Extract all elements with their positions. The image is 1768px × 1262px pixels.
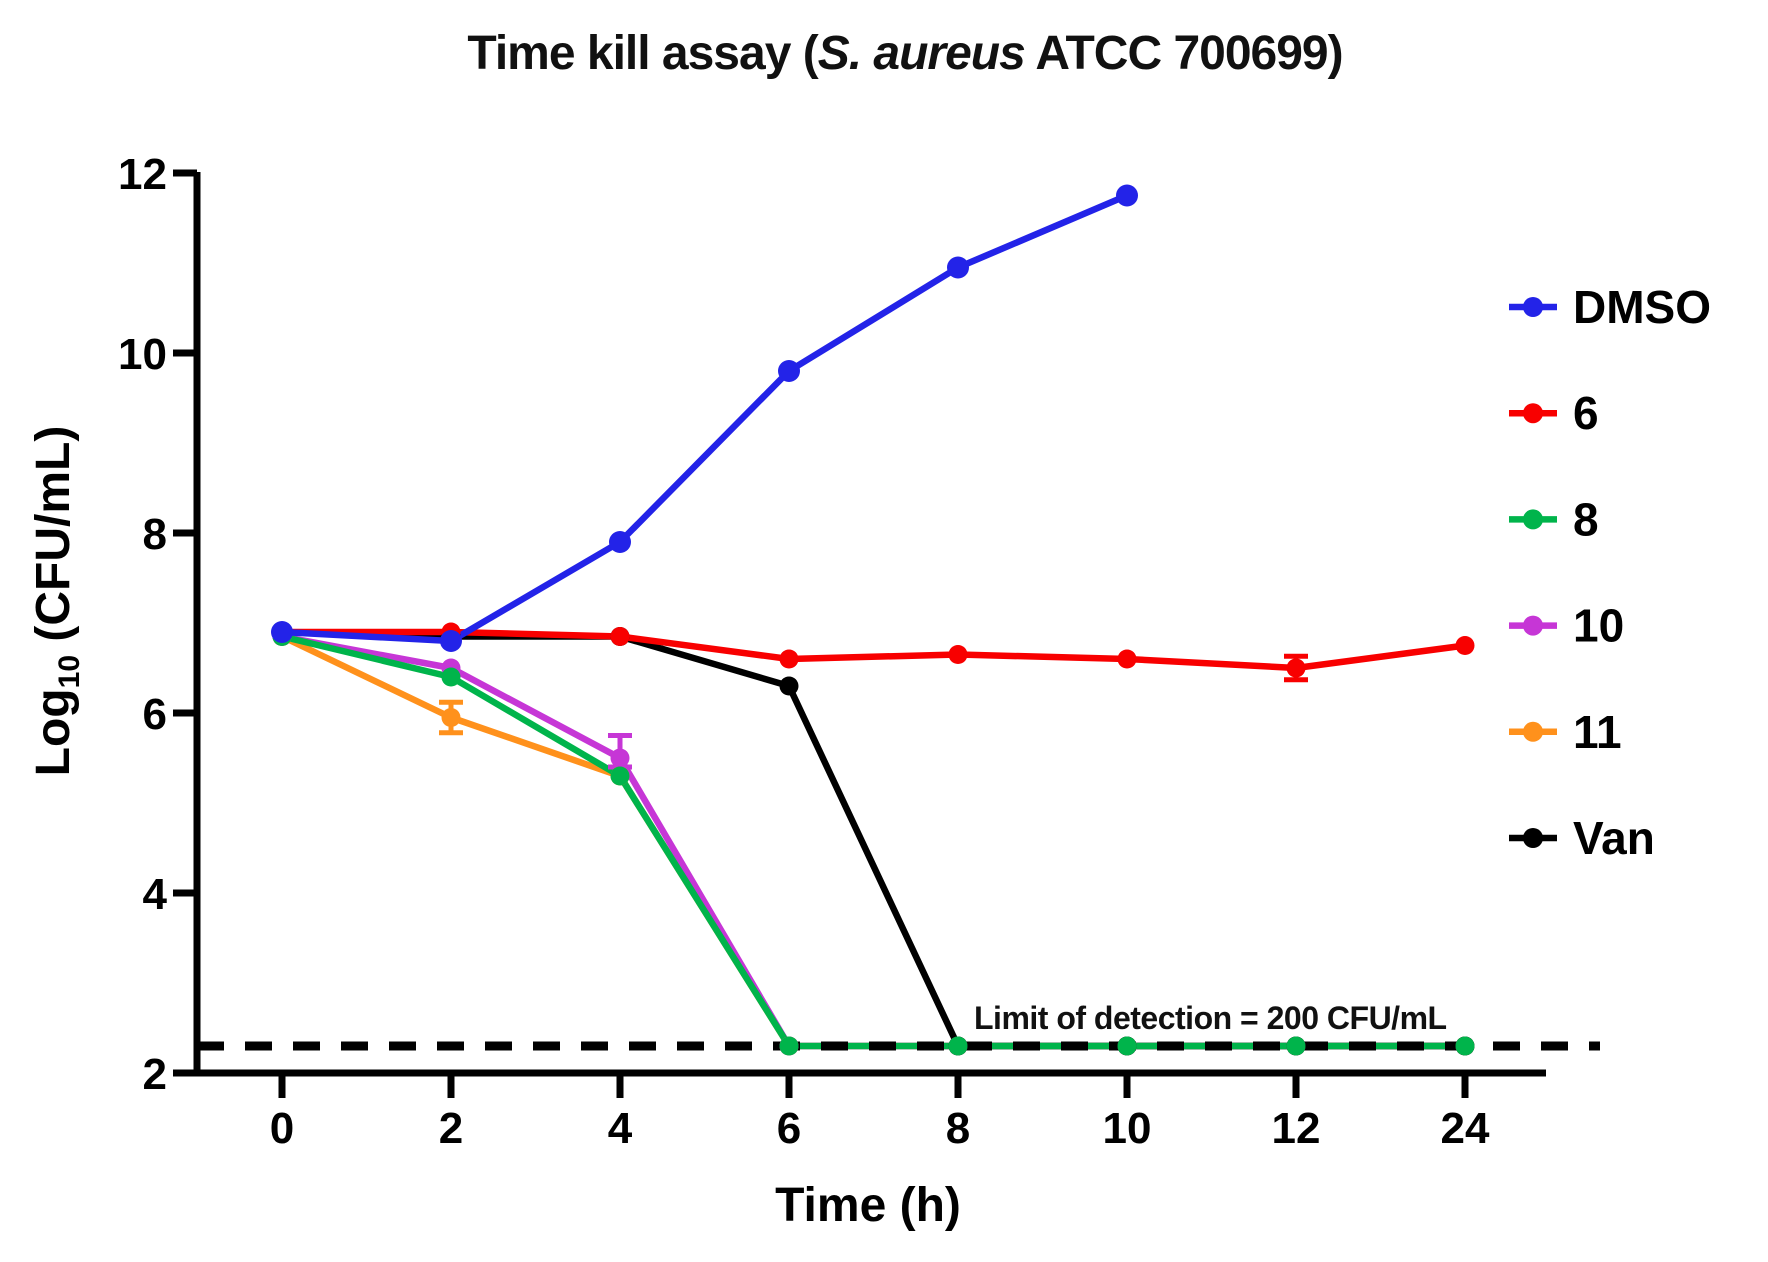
y-tick-label: 12 bbox=[118, 150, 167, 199]
x-tick-label: 2 bbox=[439, 1104, 463, 1153]
series-line-Van bbox=[281, 628, 1465, 1050]
x-tick-label: 0 bbox=[270, 1104, 294, 1153]
x-tick-label: 8 bbox=[946, 1104, 970, 1153]
axis-title-x: Time (h) bbox=[775, 1179, 961, 1232]
legend-label-10: 10 bbox=[1573, 600, 1624, 652]
axis-title-y: Log10 (CFU/mL) bbox=[26, 301, 88, 901]
data-point-DMSO-0 bbox=[271, 621, 293, 643]
data-point-8-8 bbox=[948, 1036, 968, 1056]
axis-title-y-rest: (CFU/mL) bbox=[27, 425, 80, 655]
data-point-11-2 bbox=[441, 708, 461, 727]
chart-title-species: S. aureus bbox=[817, 27, 1026, 80]
data-point-8-12 bbox=[1286, 1036, 1306, 1056]
axis-title-y-base: Log bbox=[27, 688, 80, 777]
data-point-8-6 bbox=[779, 1036, 799, 1056]
data-point-DMSO-2 bbox=[440, 630, 462, 652]
y-tick-label: 2 bbox=[143, 1050, 167, 1099]
y-tick-label: 6 bbox=[143, 690, 167, 739]
data-point-Van-6 bbox=[779, 676, 799, 696]
series-line-DMSO bbox=[281, 192, 1129, 645]
data-point-DMSO-4 bbox=[609, 531, 631, 553]
series-line-6 bbox=[282, 628, 1466, 672]
lod-annotation: Limit of detection = 200 CFU/mL bbox=[974, 1000, 1447, 1036]
series-line-10 bbox=[281, 633, 1465, 1050]
data-point-DMSO-10 bbox=[1116, 184, 1138, 207]
x-tick-label: 10 bbox=[1103, 1104, 1152, 1153]
x-tick-label: 24 bbox=[1441, 1104, 1490, 1153]
legend-marker-dot-11 bbox=[1523, 721, 1543, 742]
data-point-6-24 bbox=[1455, 636, 1475, 655]
legend-marker-dot-Van bbox=[1523, 828, 1543, 848]
data-point-DMSO-8 bbox=[947, 256, 969, 279]
legend-marker-dot-10 bbox=[1523, 615, 1543, 636]
series-line-8 bbox=[281, 633, 1465, 1050]
x-tick-label: 12 bbox=[1272, 1104, 1321, 1153]
data-point-8-10 bbox=[1117, 1036, 1137, 1056]
legend-label-6: 6 bbox=[1573, 387, 1599, 439]
data-point-6-4 bbox=[610, 627, 630, 646]
legend-marker-dot-6 bbox=[1523, 403, 1543, 424]
x-tick-label: 6 bbox=[777, 1104, 801, 1153]
series-line-11 bbox=[280, 633, 1465, 1050]
x-tick-label: 4 bbox=[608, 1104, 633, 1153]
legend-label-8: 8 bbox=[1573, 493, 1599, 545]
data-point-8-24 bbox=[1455, 1036, 1475, 1056]
legend-label-Van: Van bbox=[1573, 812, 1655, 864]
y-tick-label: 4 bbox=[143, 870, 168, 919]
chart-title-prefix: Time kill assay ( bbox=[467, 27, 818, 80]
y-tick-label: 10 bbox=[118, 330, 167, 379]
legend-label-11: 11 bbox=[1573, 706, 1622, 758]
legend-marker-dot-DMSO bbox=[1523, 297, 1543, 317]
data-point-10-4 bbox=[610, 748, 630, 768]
axis-title-y-sub: 10 bbox=[53, 654, 86, 689]
data-point-8-2 bbox=[441, 667, 461, 687]
legend-label-DMSO: DMSO bbox=[1573, 281, 1711, 333]
data-point-6-10 bbox=[1117, 649, 1137, 669]
data-point-6-8 bbox=[948, 645, 968, 664]
legend-marker-dot-8 bbox=[1523, 509, 1543, 530]
y-tick-label: 8 bbox=[143, 510, 167, 559]
chart-title-suffix: ATCC 700699) bbox=[1024, 27, 1343, 80]
chart-title: Time kill assay (S. aureus ATCC 700699) bbox=[35, 26, 1768, 81]
data-point-8-4 bbox=[610, 766, 630, 786]
data-point-6-12 bbox=[1286, 658, 1306, 678]
data-point-6-6 bbox=[779, 649, 799, 669]
data-point-DMSO-6 bbox=[778, 360, 800, 382]
